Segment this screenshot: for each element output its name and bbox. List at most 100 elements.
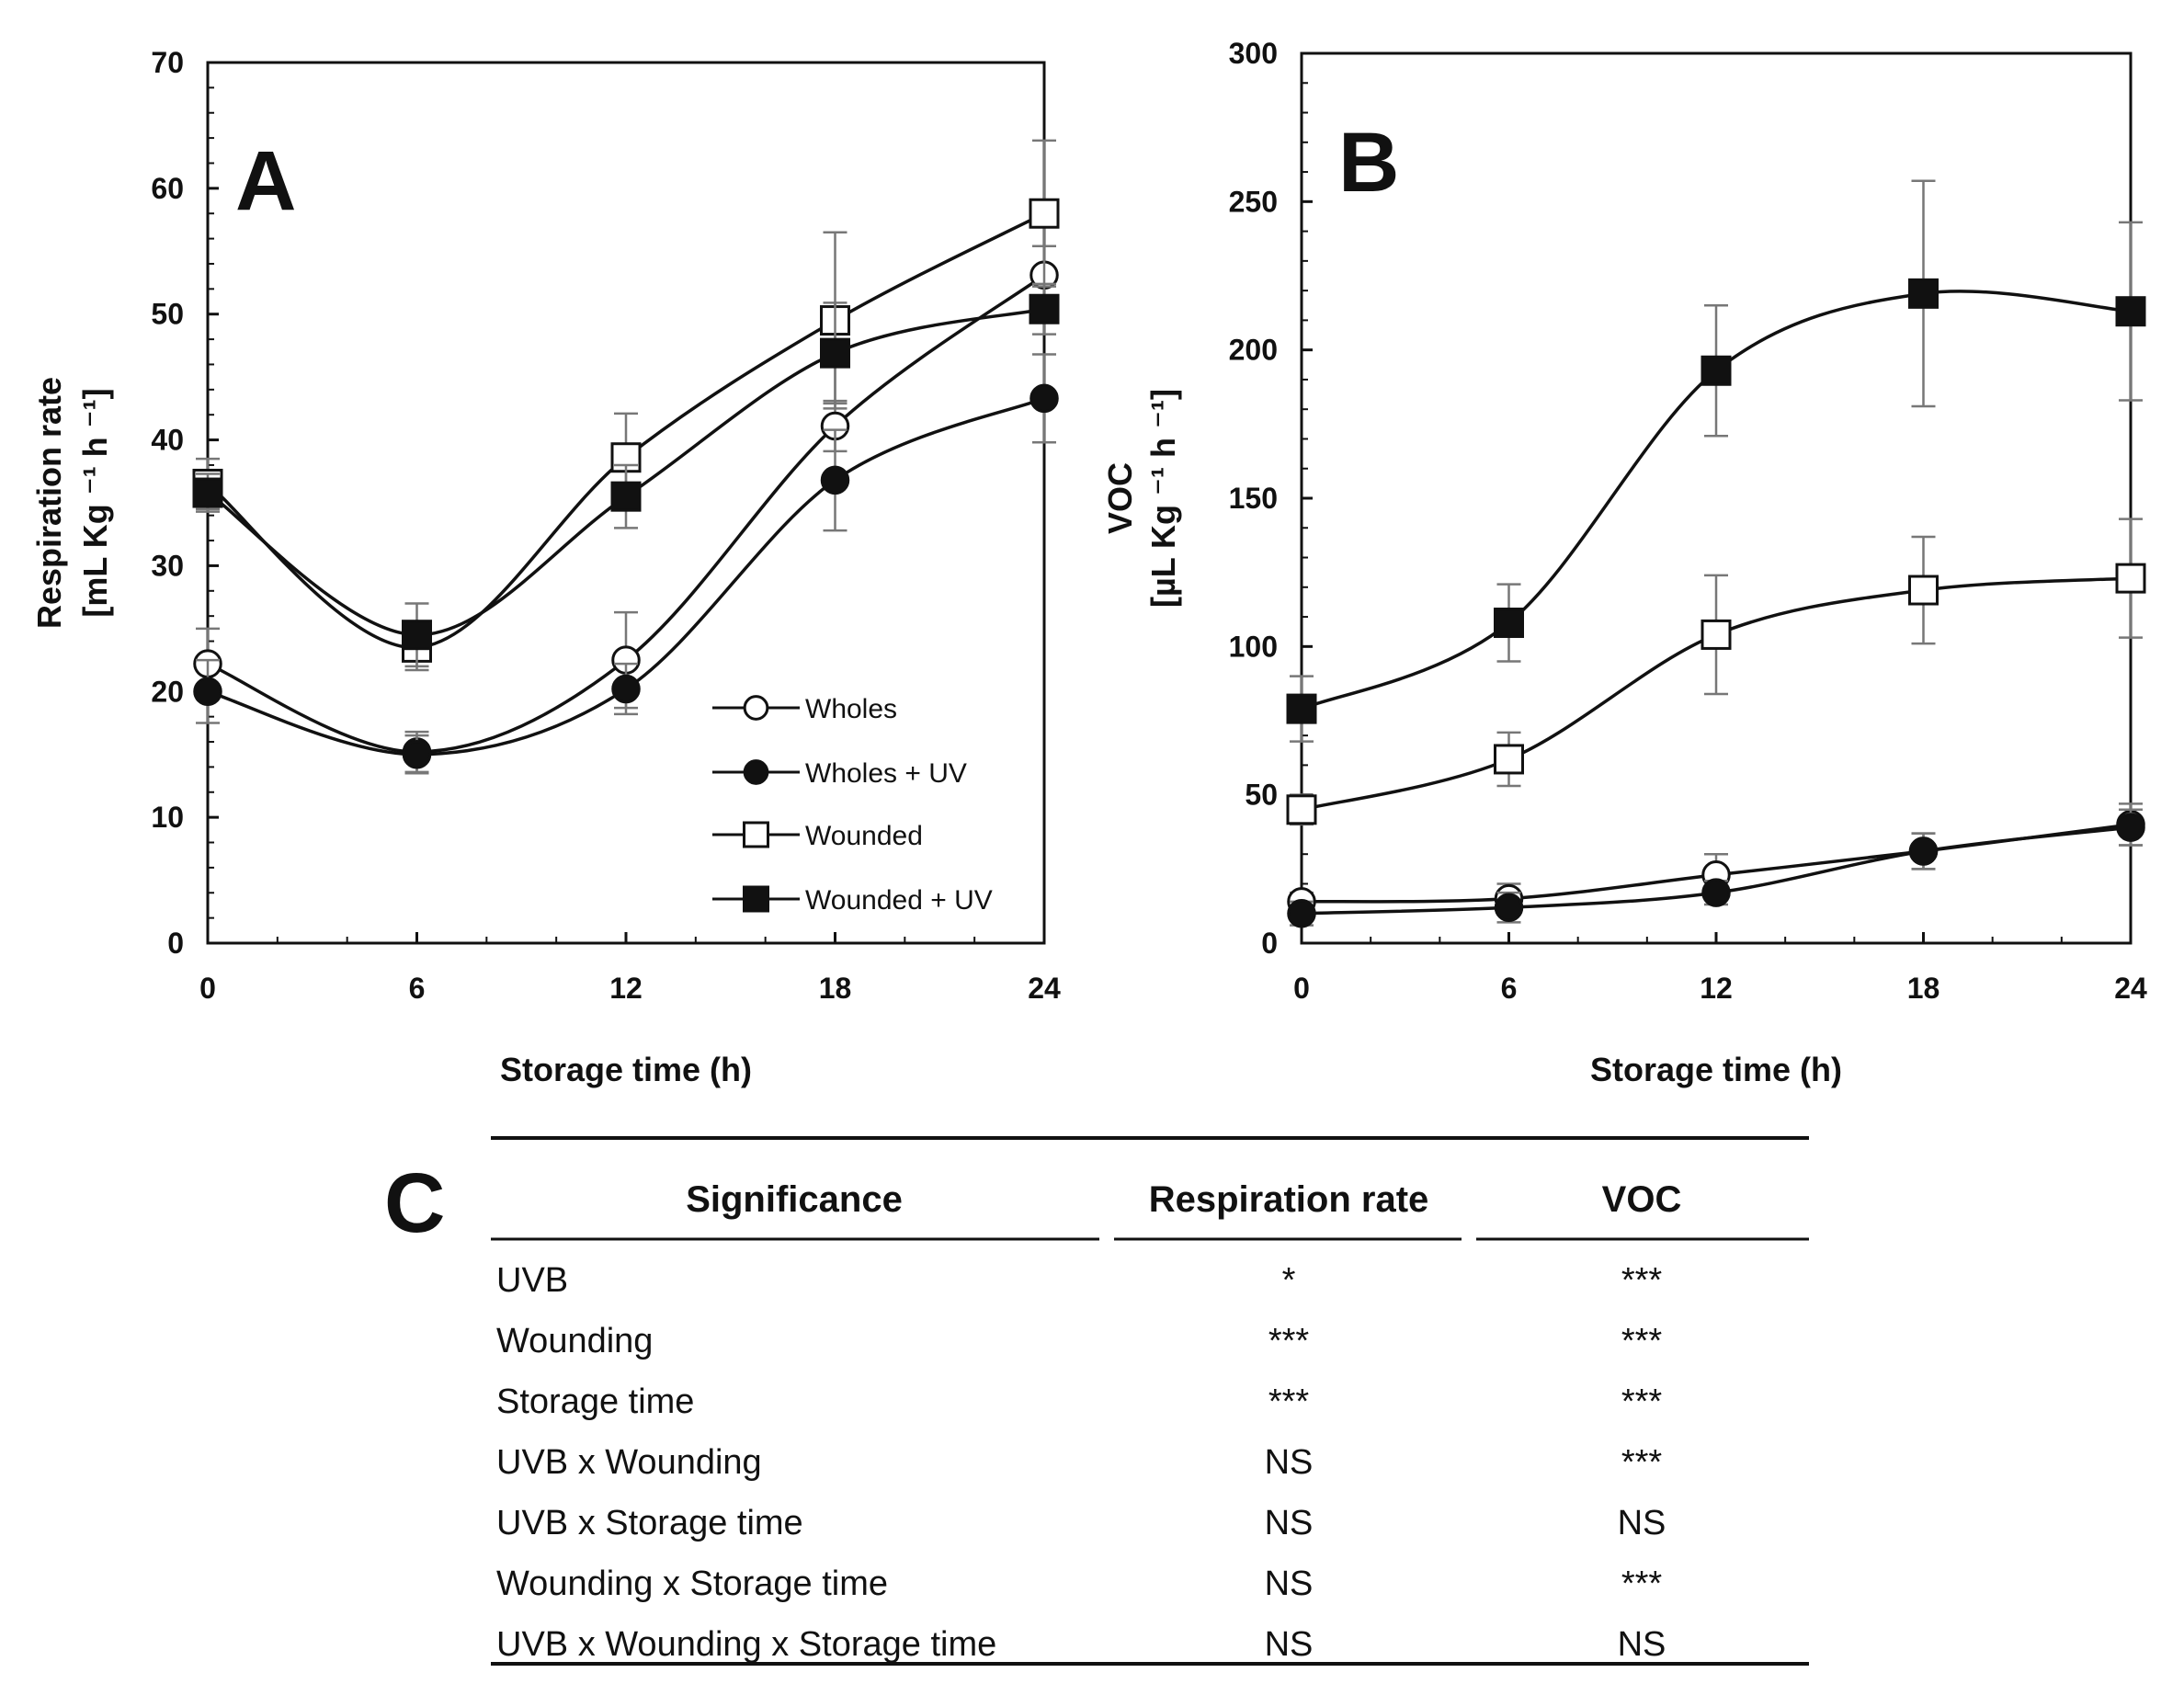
panel-b-x-axis-label: Storage time (h) (1590, 1051, 1842, 1088)
chart-b: 0 50 100 150 200 250 300 0 6 12 18 24 Storage time (… (1101, 37, 2147, 1088)
legend-label: Wholes + UV (805, 758, 967, 789)
panel-b-series-wounded (1286, 518, 2146, 826)
panel-b-plot-frame (1300, 51, 2133, 945)
table-cell-voc: *** (1621, 1322, 1663, 1360)
panel-b-y-tick-label: 300 (1229, 37, 1278, 70)
panel-a-y-tick-label: 10 (151, 801, 184, 834)
panel-b-data-point (2115, 563, 2146, 594)
panel-b-series-wholes-uv (1287, 808, 2145, 928)
table-cell-factor: Wounding (496, 1322, 653, 1360)
panel-b-data-point (1286, 794, 1317, 825)
panel-b-data-point (1287, 898, 1316, 928)
panel-b-x-tick-label: 24 (2114, 972, 2147, 1005)
legend-label: Wholes (805, 694, 897, 724)
table-cell-factor: UVB x Wounding (496, 1443, 762, 1482)
panel-b-data-point (1701, 878, 1731, 907)
legend-swatch-marker (743, 759, 769, 785)
legend-swatch-marker (743, 821, 769, 848)
panel-b-data-point (1908, 836, 1939, 866)
panel-a-y-tick-label: 70 (151, 46, 184, 79)
panel-b-data-point (1701, 355, 1732, 386)
panel-a-data-point (1029, 383, 1059, 414)
panel-b-panel-letter: B (1338, 116, 1399, 210)
legend-swatch-marker (743, 695, 769, 721)
panel-a-x-axis-label: Storage time (h) (500, 1051, 752, 1088)
table-row: UVB x Wounding x Storage time NS NS (496, 1625, 1666, 1664)
table-header-voc: VOC (1602, 1179, 1682, 1220)
panel-b-data-point (1908, 575, 1939, 606)
panel-b-y-tick-label: 250 (1229, 185, 1278, 218)
table-cell-voc: *** (1621, 1261, 1663, 1300)
panel-b-x-tick-label: 6 (1501, 972, 1518, 1005)
panel-a-data-point (820, 337, 850, 369)
panel-a-y-tick-label: 20 (151, 675, 184, 708)
table-cell-factor: Wounding x Storage time (496, 1565, 888, 1603)
table-cell-factor: Storage time (496, 1382, 694, 1421)
panel-b-y-tick-label: 100 (1229, 630, 1278, 663)
table-row: UVB * *** (496, 1261, 1662, 1300)
panel-a-series-wholes-uv (193, 353, 1059, 775)
panel-b-x-tick-label: 0 (1293, 972, 1310, 1005)
panel-a-x-tick-label: 12 (609, 972, 643, 1005)
panel-b-x-tick-label: 18 (1907, 972, 1940, 1005)
table-row: Wounding x Storage time NS *** (496, 1565, 1662, 1603)
legend-item-wounded-uv: Wounded + UV (712, 885, 993, 916)
table-cell-factor: UVB x Wounding x Storage time (496, 1625, 996, 1664)
panel-b-y-axis-unit: [µL Kg ⁻¹ h ⁻¹] (1144, 389, 1182, 608)
table-row: Storage time *** *** (496, 1382, 1662, 1421)
panel-a-y-tick-label: 60 (151, 172, 184, 205)
panel-a-legend: Wholes Wholes + UV Wounded Wounded + UV (712, 694, 993, 916)
legend-label: Wounded + UV (805, 885, 993, 916)
table-cell-respiration: *** (1268, 1382, 1310, 1421)
panel-b-data-point (1908, 278, 1939, 309)
table-cell-respiration: * (1282, 1261, 1296, 1300)
panel-b-data-point (1494, 744, 1524, 775)
table-cell-voc: *** (1621, 1565, 1663, 1603)
panel-a-y-axis-unit: [mL Kg ⁻¹ h ⁻¹] (76, 388, 114, 617)
legend-item-wounded: Wounded (712, 821, 923, 851)
panel-a-y-tick-label: 30 (151, 549, 184, 582)
panel-b-y-tick-label: 50 (1245, 779, 1278, 812)
panel-a-y-axis-label: Respiration rate (30, 377, 68, 629)
table-cell-respiration: NS (1265, 1504, 1314, 1542)
panel-b-data-point (2116, 813, 2145, 842)
panel-b-data-point (1286, 693, 1317, 724)
panel-a-x-tick-label: 18 (819, 972, 852, 1005)
table-cell-respiration: NS (1265, 1443, 1314, 1482)
panel-b-y-tick-label: 200 (1229, 334, 1278, 367)
table-cell-factor: UVB x Storage time (496, 1504, 803, 1542)
panel-a-data-point (820, 465, 850, 495)
panel-a-data-point (193, 677, 222, 707)
panel-a-panel-letter: A (235, 134, 296, 228)
legend-item-wholes-uv: Wholes + UV (712, 758, 967, 789)
table-header-significance: Significance (686, 1179, 903, 1220)
panel-a-data-point (402, 620, 432, 651)
table-cell-voc: NS (1618, 1504, 1666, 1542)
panel-b-y-tick-label: 150 (1229, 482, 1278, 515)
table-row: UVB x Wounding NS *** (496, 1443, 1662, 1482)
panel-a-y-tick-label: 50 (151, 298, 184, 331)
panel-a-data-point (1029, 198, 1060, 229)
table-cell-respiration: *** (1268, 1322, 1310, 1360)
table-row: Wounding *** *** (496, 1322, 1662, 1360)
chart-a: 0 10 20 30 40 50 60 70 0 6 12 18 24 Storage time (h) R… (30, 46, 1061, 1088)
table-row: UVB x Storage time NS NS (496, 1504, 1666, 1542)
panel-b-data-point (2115, 296, 2146, 327)
panel-b-data-point (1494, 608, 1524, 639)
table-cell-voc: *** (1621, 1443, 1663, 1482)
table-header-respiration-rate: Respiration rate (1149, 1179, 1429, 1220)
panel-a-y-tick-label: 0 (167, 927, 184, 960)
table-cell-voc: *** (1621, 1382, 1663, 1421)
table-cell-respiration: NS (1265, 1625, 1314, 1664)
panel-a-x-tick-label: 0 (199, 972, 216, 1005)
table-cell-voc: NS (1618, 1625, 1666, 1664)
panel-b-x-tick-label: 12 (1700, 972, 1733, 1005)
panel-c-panel-letter: C (384, 1156, 445, 1250)
table-cell-respiration: NS (1265, 1565, 1314, 1603)
panel-b-data-point (1701, 619, 1732, 650)
panel-a-data-point (610, 481, 642, 512)
panel-a-x-tick-label: 6 (409, 972, 426, 1005)
legend-swatch-marker (743, 885, 769, 913)
